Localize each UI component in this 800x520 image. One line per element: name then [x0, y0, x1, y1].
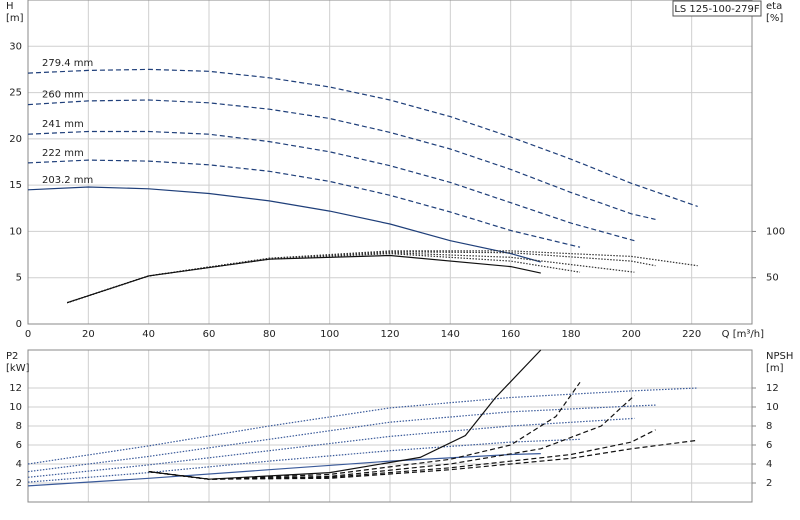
y2-tick-label: 50	[766, 273, 779, 284]
y2-axis-unit: [m]	[766, 363, 784, 374]
x-tick-label: 200	[622, 329, 641, 340]
y-tick-label: 30	[9, 41, 22, 52]
curve-label: 279.4 mm	[42, 58, 93, 69]
title-box	[672, 0, 762, 17]
y-tick-label: 15	[9, 180, 22, 191]
curve	[148, 429, 656, 480]
x-tick-label: 60	[203, 329, 216, 340]
y-axis-label: H	[6, 1, 14, 12]
curve	[67, 254, 541, 304]
y2-axis-label: NPSH	[766, 351, 793, 362]
x-tick-label: 40	[142, 329, 155, 340]
y2-axis-label: eta	[766, 1, 782, 12]
y-tick-label: 10	[9, 402, 22, 413]
curve	[27, 404, 656, 473]
y2-tick-label: 100	[766, 226, 785, 237]
curve-label: 203.2 mm	[42, 175, 93, 186]
y2-tick-label: 4	[766, 459, 772, 470]
x-tick-label: 80	[263, 329, 276, 340]
curve-label: 222 mm	[42, 148, 84, 159]
curve	[27, 130, 635, 242]
curve	[27, 417, 635, 478]
x-tick-label: 220	[682, 329, 701, 340]
curve	[67, 252, 581, 304]
curve	[148, 349, 542, 480]
y-tick-label: 2	[16, 478, 22, 489]
curve	[27, 99, 656, 220]
y-axis-unit: [m]	[6, 13, 24, 24]
y2-tick-label: 10	[766, 402, 779, 413]
x-tick-label: 20	[82, 329, 95, 340]
y-tick-label: 25	[9, 88, 22, 99]
chart-title: LS 125-100-279F	[674, 4, 760, 15]
curve	[27, 159, 581, 248]
curve	[27, 387, 698, 465]
y2-tick-label: 12	[766, 383, 779, 394]
y-axis-label: P2	[6, 351, 18, 362]
y-tick-label: 0	[16, 319, 22, 330]
x-tick-label: 100	[320, 329, 339, 340]
x-axis-label: Q [m³/h]	[722, 329, 764, 340]
curve-label: 241 mm	[42, 119, 84, 130]
y-tick-label: 20	[9, 134, 22, 145]
y2-tick-label: 2	[766, 478, 772, 489]
y2-tick-label: 6	[766, 440, 772, 451]
curve	[67, 251, 656, 304]
y-tick-label: 4	[16, 459, 22, 470]
y-tick-label: 12	[9, 383, 22, 394]
curve	[67, 252, 635, 304]
plot-frame	[27, 0, 753, 325]
curve	[27, 453, 541, 487]
y-tick-label: 6	[16, 440, 22, 451]
y-axis-unit: [kW]	[6, 363, 30, 374]
y-tick-label: 5	[16, 273, 22, 284]
y2-axis-unit: [%]	[766, 13, 783, 24]
curve-label: 260 mm	[42, 90, 84, 101]
x-tick-label: 160	[501, 329, 520, 340]
y-tick-label: 8	[16, 421, 22, 432]
curve	[27, 68, 698, 207]
curve	[27, 438, 581, 483]
x-tick-label: 0	[25, 329, 31, 340]
x-tick-label: 140	[441, 329, 460, 340]
y2-tick-label: 8	[766, 421, 772, 432]
x-tick-label: 120	[380, 329, 399, 340]
y-tick-label: 10	[9, 226, 22, 237]
curve	[67, 250, 698, 304]
plot-frame	[27, 349, 753, 503]
curve	[27, 186, 541, 263]
x-tick-label: 180	[561, 329, 580, 340]
